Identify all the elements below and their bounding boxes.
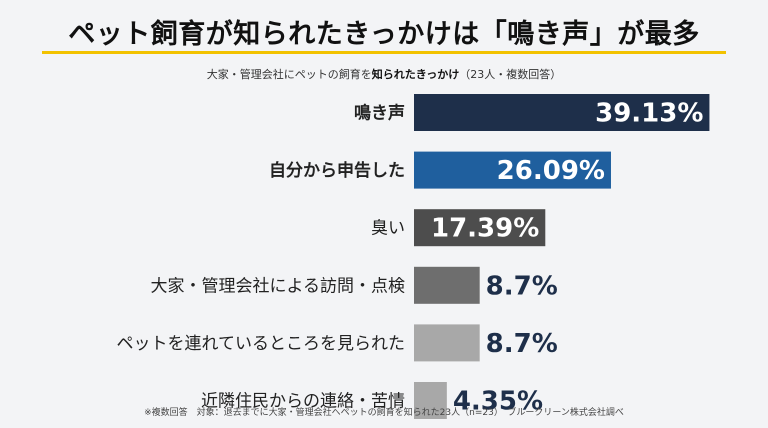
chart-title: ペット飼育が知られたきっかけは「鳴き声」が最多 xyxy=(68,19,700,50)
value-label: 17.39% xyxy=(431,214,539,244)
category-label: ペットを連れているところを見られた xyxy=(117,334,406,354)
bar xyxy=(414,382,447,419)
bar xyxy=(414,94,710,131)
subtitle-pre: 大家・管理会社にペットの飼育を xyxy=(206,68,372,81)
bar xyxy=(414,151,611,189)
subtitle-post: （23人・複数回答） xyxy=(459,68,562,81)
bar xyxy=(414,209,546,247)
category-label: 鳴き声 xyxy=(354,103,405,124)
value-label: 4.35% xyxy=(453,387,543,417)
bar xyxy=(414,324,480,362)
value-label: 8.7% xyxy=(486,329,558,359)
value-label: 26.09% xyxy=(497,156,605,186)
category-label: 自分から申告した xyxy=(269,160,405,181)
title-underline xyxy=(42,51,726,54)
subtitle-bold: 知られたきっかけ xyxy=(371,68,460,81)
category-label: 近隣住民からの連絡・苦情 xyxy=(201,392,405,412)
footnote: ※複数回答 対象：退去までに大家・管理会社へペットの飼育を知られた23人（n=2… xyxy=(144,408,624,418)
category-label: 大家・管理会社による訪問・点検 xyxy=(151,276,406,296)
chart-subtitle: 大家・管理会社にペットの飼育を知られたきっかけ（23人・複数回答） xyxy=(0,66,768,82)
bar xyxy=(414,266,480,304)
value-label: 8.7% xyxy=(486,271,558,301)
value-label: 39.13% xyxy=(595,99,703,129)
category-label: 臭い xyxy=(371,219,405,239)
